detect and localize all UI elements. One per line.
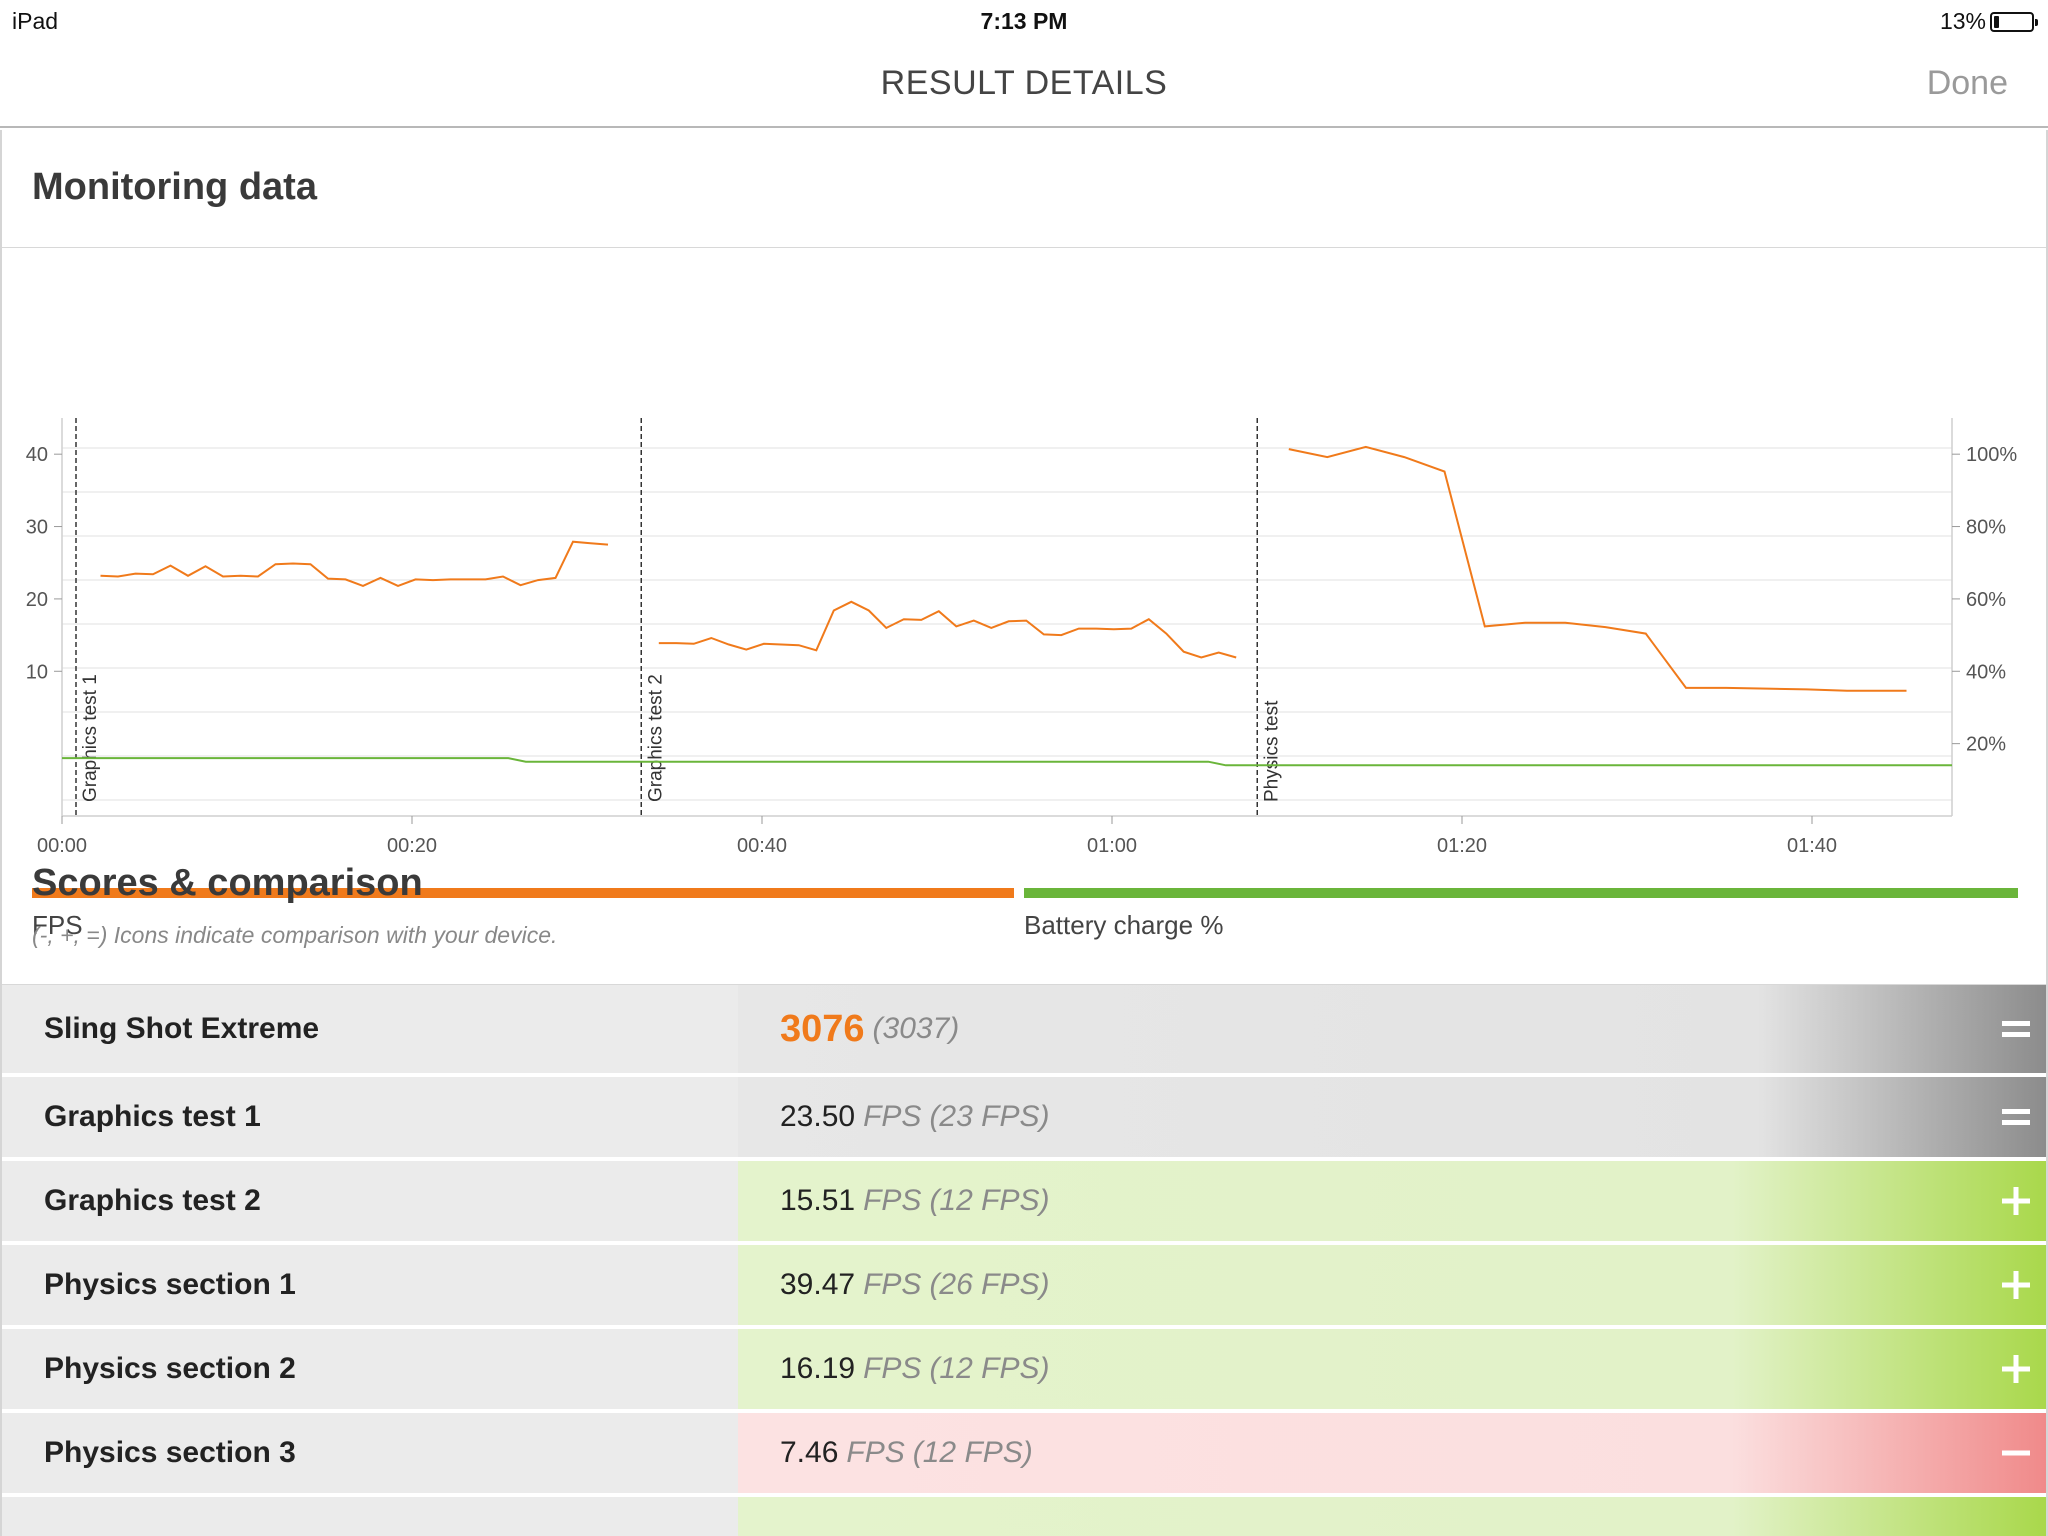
score-row-graphics-test-2[interactable]: Graphics test 2 15.51 FPS (12 FPS) — [2, 1161, 2046, 1245]
score-value-cell: 3076 (3037) — [738, 985, 2046, 1073]
score-value: 7.46 — [780, 1436, 839, 1469]
score-value: 15.51 — [780, 1184, 856, 1217]
x-tick-label: 01:40 — [1787, 835, 1837, 857]
x-tick-label: 00:40 — [737, 835, 787, 857]
battery-series-line — [62, 757, 1952, 767]
score-reference: (12 FPS) — [912, 1436, 1033, 1469]
y-right-tick-label: 40% — [1966, 661, 2006, 683]
score-unit: FPS — [863, 1352, 922, 1385]
page-title: RESULT DETAILS — [880, 64, 1168, 102]
y-left-tick-label: 30 — [26, 517, 48, 539]
score-row-partial[interactable] — [2, 1497, 2046, 1536]
legend-fps: FPS — [32, 888, 1014, 948]
plus-icon — [2002, 1355, 2030, 1383]
score-row-physics-section-3[interactable]: Physics section 3 7.46 FPS (12 FPS) — [2, 1413, 2046, 1497]
battery-percent: 13% — [1939, 8, 1986, 34]
score-value-cell: 23.50 FPS (23 FPS) — [738, 1077, 2046, 1157]
y-right-tick-label: 80% — [1966, 517, 2006, 539]
y-right-tick-label: 100% — [1966, 444, 2017, 466]
fps-series-line — [658, 600, 1237, 659]
y-right-tick-label: 60% — [1966, 589, 2006, 611]
score-name: Sling Shot Extreme — [2, 985, 738, 1073]
test-marker-label: Graphics test 2 — [645, 674, 666, 802]
score-name: Physics section 2 — [2, 1329, 738, 1409]
monitoring-title: Monitoring data — [32, 166, 317, 208]
y-left-tick-label: 20 — [26, 589, 48, 611]
legend-battery-bar — [1024, 888, 2018, 898]
monitoring-header: Monitoring data — [2, 130, 2046, 248]
done-button[interactable]: Done — [1926, 64, 2008, 102]
score-value-cell: 15.51 FPS (12 FPS) — [738, 1161, 2046, 1241]
fps-series-line — [1288, 445, 1907, 692]
y-right-tick-label: 20% — [1966, 734, 2006, 756]
score-reference: (3037) — [872, 1012, 960, 1045]
legend-battery: Battery charge % — [1024, 888, 2018, 948]
status-bar: iPad 7:13 PM 13% — [0, 0, 2048, 42]
test-marker-label: Graphics test 1 — [80, 674, 101, 802]
score-value-cell — [738, 1497, 2046, 1536]
score-name: Physics section 3 — [2, 1413, 738, 1493]
x-tick-label: 00:00 — [37, 835, 87, 857]
monitoring-chart-svg: 10 20 30 40 20% 40% 60% 80% 100% 00:00 00:20 00:40 0… — [26, 418, 2017, 857]
scores-title: Scores & comparison — [32, 862, 423, 904]
device-name: iPad — [12, 8, 59, 34]
y-left-tick-label: 10 — [26, 661, 48, 683]
score-table: Sling Shot Extreme 3076 (3037) Graphics … — [2, 984, 2046, 1536]
score-reference: (23 FPS) — [929, 1100, 1050, 1133]
scores-subtitle: (-, +, =) Icons indicate comparison with… — [32, 922, 558, 948]
score-reference: (12 FPS) — [929, 1352, 1050, 1385]
score-value: 39.47 — [780, 1268, 856, 1301]
legend-battery-label: Battery charge % — [1024, 910, 1224, 940]
score-unit: FPS — [863, 1184, 922, 1217]
nav-bar: RESULT DETAILS Done — [0, 42, 2048, 128]
x-tick-label: 00:20 — [387, 835, 437, 857]
score-row-sling-shot-extreme[interactable]: Sling Shot Extreme 3076 (3037) — [2, 985, 2046, 1077]
monitoring-chart: 10 20 30 40 20% 40% 60% 80% 100% 00:00 00:20 00:40 0… — [2, 260, 2046, 860]
score-row-physics-section-1[interactable]: Physics section 1 39.47 FPS (26 FPS) — [2, 1245, 2046, 1329]
score-unit: FPS — [863, 1100, 922, 1133]
equal-icon — [2002, 1109, 2030, 1125]
score-value-cell: 16.19 FPS (12 FPS) — [738, 1329, 2046, 1409]
score-value-cell: 39.47 FPS (26 FPS) — [738, 1245, 2046, 1325]
score-value: 23.50 — [780, 1100, 856, 1133]
score-name: Graphics test 2 — [2, 1161, 738, 1241]
result-content[interactable]: Monitoring data 10 20 30 40 20% 40% 60% 80% 100%… — [0, 130, 2048, 1536]
x-tick-label: 01:20 — [1437, 835, 1487, 857]
score-name: Physics section 1 — [2, 1245, 738, 1325]
plus-icon — [2002, 1271, 2030, 1299]
x-tick-label: 01:00 — [1087, 835, 1137, 857]
score-reference: (26 FPS) — [929, 1268, 1050, 1301]
fps-series-line — [100, 540, 609, 587]
equal-icon — [2002, 1021, 2030, 1037]
y-left-tick-label: 40 — [26, 444, 48, 466]
battery-indicator: 13% — [1939, 8, 2038, 35]
score-row-graphics-test-1[interactable]: Graphics test 1 23.50 FPS (23 FPS) — [2, 1077, 2046, 1161]
score-value-cell: 7.46 FPS (12 FPS) — [738, 1413, 2046, 1493]
plus-icon — [2002, 1187, 2030, 1215]
score-name — [2, 1497, 738, 1536]
score-name: Graphics test 1 — [2, 1077, 738, 1157]
legend-fps-bar — [32, 888, 1014, 898]
score-reference: (12 FPS) — [929, 1184, 1050, 1217]
score-row-physics-section-2[interactable]: Physics section 2 16.19 FPS (12 FPS) — [2, 1329, 2046, 1413]
legend-fps-label: FPS — [32, 910, 83, 940]
minus-icon — [2002, 1450, 2030, 1456]
test-marker-label: Physics test — [1261, 700, 1282, 802]
score-unit: FPS — [863, 1268, 922, 1301]
battery-fill — [1994, 15, 1999, 28]
score-value: 3076 — [780, 1007, 865, 1050]
battery-icon — [1990, 11, 2038, 32]
score-value: 16.19 — [780, 1352, 856, 1385]
score-unit: FPS — [846, 1436, 905, 1469]
clock: 7:13 PM — [980, 8, 1068, 34]
